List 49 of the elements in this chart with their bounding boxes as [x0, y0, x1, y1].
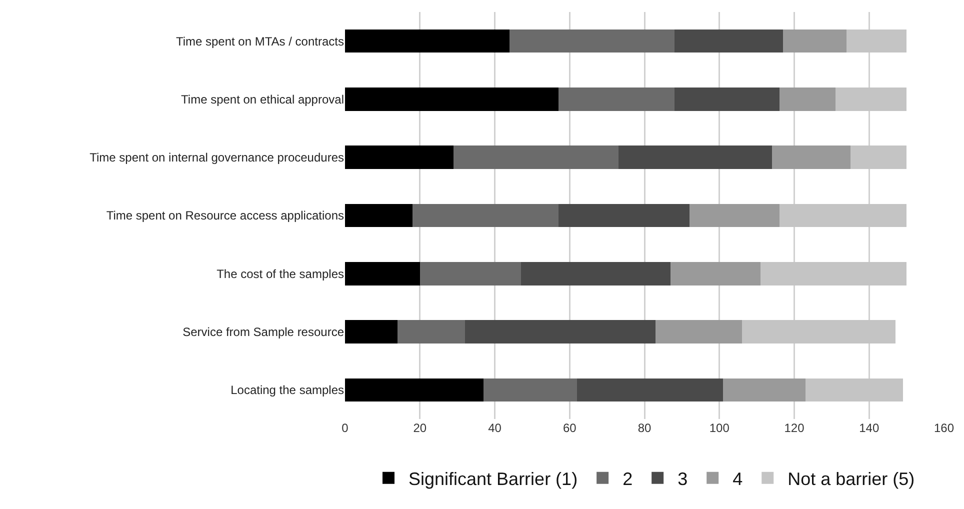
x-tick-label: 60 [562, 421, 577, 435]
bar [345, 262, 420, 286]
bar [674, 29, 784, 53]
bar [779, 88, 836, 111]
legend-label: Not a barrier (5) [788, 468, 915, 489]
bar [558, 204, 690, 228]
bar [577, 378, 724, 402]
bar [783, 29, 847, 53]
y-tick-label: Time spent on ethical approval [181, 92, 344, 106]
bar [484, 378, 578, 402]
x-tick-label: 0 [342, 421, 349, 435]
y-tick-label: Service from Sample resource [182, 324, 344, 339]
legend-label: Significant Barrier (1) [408, 468, 578, 489]
bar [454, 146, 618, 169]
x-tick-label: 120 [784, 421, 805, 435]
x-tick-label: 20 [413, 421, 427, 435]
bar [345, 146, 454, 169]
bar [345, 88, 558, 111]
bar [420, 262, 521, 286]
bar [520, 262, 671, 286]
bar [345, 204, 412, 228]
bar [510, 29, 674, 53]
bar [670, 262, 761, 286]
bar [397, 320, 465, 344]
y-tick-label: The cost of the samples [216, 266, 344, 281]
y-tick-label: Time spent on internal governance proceudures [90, 150, 344, 165]
bar [656, 320, 742, 344]
y-tick-label: Locating the samples [230, 383, 344, 398]
bar [412, 204, 558, 228]
x-tick-label: 160 [934, 421, 954, 435]
legend-label: 2 [622, 468, 633, 489]
bar [558, 88, 674, 111]
x-tick-label: 100 [709, 421, 730, 435]
legend-label: 4 [732, 468, 743, 489]
bar [345, 378, 484, 402]
x-tick-label: 80 [638, 421, 652, 435]
bar [689, 204, 780, 228]
bar [674, 88, 780, 111]
bar [345, 320, 398, 344]
y-tick-label: Time spent on MTAs / contracts [176, 34, 344, 48]
legend-label: 3 [678, 468, 688, 489]
bar [618, 146, 772, 169]
y-tick-label: Time spent on Resource access applications [106, 208, 344, 223]
bar [464, 320, 656, 344]
bar [723, 378, 806, 402]
bar [345, 29, 510, 53]
x-tick-label: 140 [859, 421, 880, 435]
bar [772, 146, 850, 169]
x-tick-label: 40 [488, 421, 502, 435]
